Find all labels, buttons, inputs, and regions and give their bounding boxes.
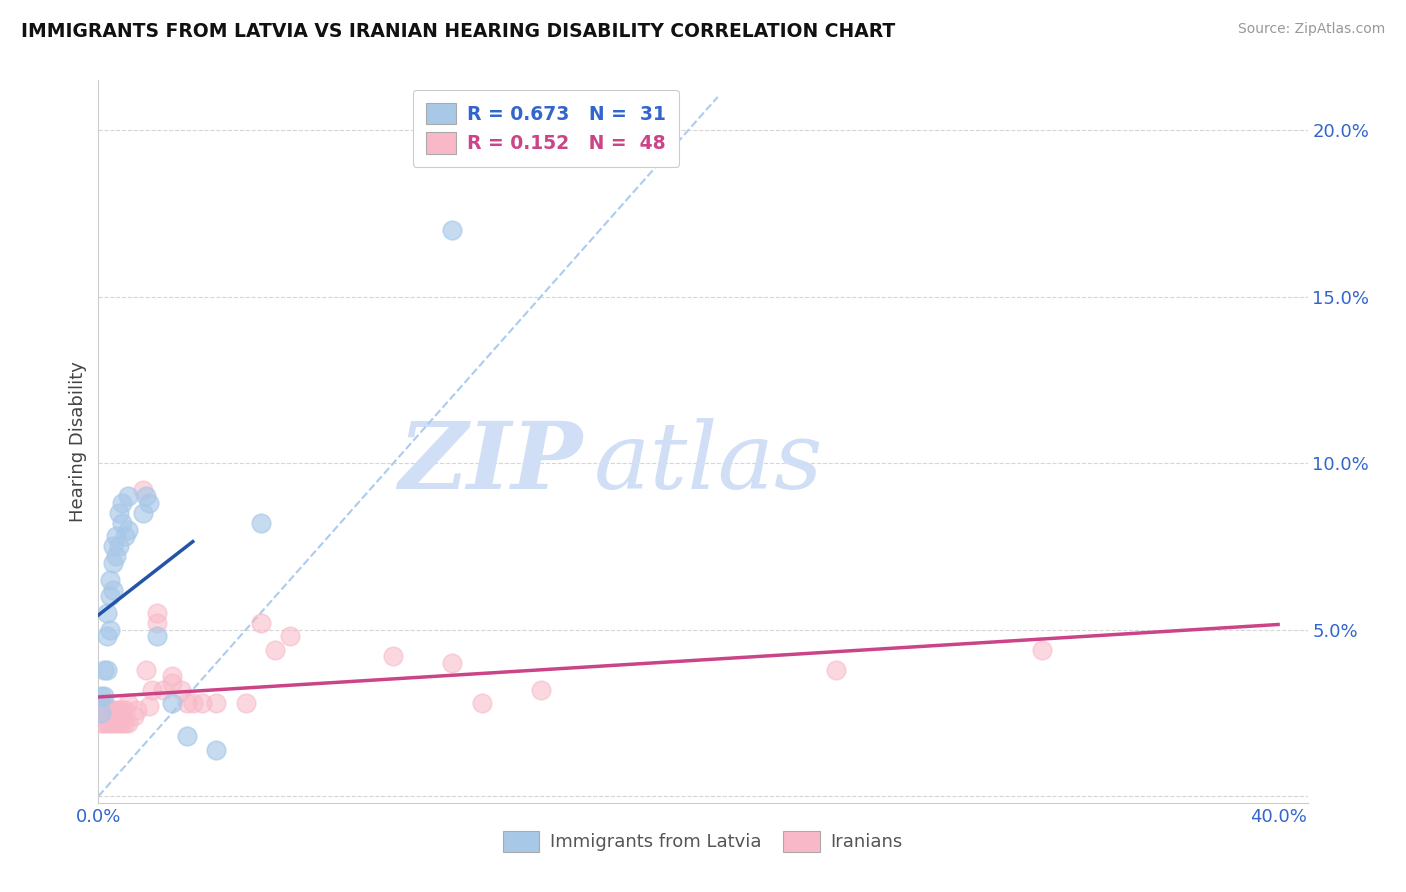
Point [111,496,134,510]
Point [141,682,163,697]
Point [117,523,139,537]
Point [114,715,136,730]
Point [98,573,121,587]
Point [138,496,160,510]
Point [98,702,121,716]
Text: atlas: atlas [595,418,824,508]
Point [382,649,405,664]
Point [90,715,112,730]
Point [96,663,118,677]
Point [90,690,112,704]
Legend: Immigrants from Latvia, Iranians: Immigrants from Latvia, Iranians [496,823,910,859]
Point [205,742,228,756]
Point [98,715,121,730]
Point [111,715,134,730]
Point [101,715,124,730]
Point [114,702,136,716]
Point [441,223,464,237]
Point [249,615,271,630]
Point [131,506,153,520]
Point [160,669,183,683]
Point [93,702,115,716]
Point [122,709,145,723]
Point [90,696,112,710]
Point [105,702,128,716]
Point [93,690,115,704]
Point [160,696,183,710]
Point [190,696,212,710]
Point [146,629,169,643]
Point [125,702,148,716]
Point [176,696,198,710]
Point [170,682,193,697]
Point [146,606,169,620]
Point [105,549,128,564]
Point [101,540,124,554]
Point [117,490,139,504]
Text: Source: ZipAtlas.com: Source: ZipAtlas.com [1237,22,1385,37]
Point [111,516,134,530]
Point [138,699,160,714]
Point [96,629,118,643]
Point [93,696,115,710]
Y-axis label: Hearing Disability: Hearing Disability [69,361,87,522]
Point [824,663,846,677]
Point [117,715,139,730]
Point [96,702,118,716]
Point [98,623,121,637]
Point [105,715,128,730]
Point [90,706,112,720]
Point [117,696,139,710]
Point [530,682,553,697]
Point [152,682,174,697]
Point [135,663,157,677]
Point [108,702,131,716]
Text: IMMIGRANTS FROM LATVIA VS IRANIAN HEARING DISABILITY CORRELATION CHART: IMMIGRANTS FROM LATVIA VS IRANIAN HEARIN… [21,22,896,41]
Point [111,702,134,716]
Point [101,556,124,570]
Point [135,490,157,504]
Text: ZIP: ZIP [398,418,582,508]
Point [205,696,228,710]
Point [264,642,287,657]
Point [176,729,198,743]
Point [105,529,128,543]
Point [96,715,118,730]
Point [101,702,124,716]
Point [108,540,131,554]
Point [101,582,124,597]
Point [90,702,112,716]
Point [98,590,121,604]
Point [160,676,183,690]
Point [441,656,464,670]
Point [1031,642,1053,657]
Point [278,629,301,643]
Point [181,696,204,710]
Point [249,516,271,530]
Point [146,615,169,630]
Point [114,529,136,543]
Point [235,696,257,710]
Point [93,663,115,677]
Point [96,606,118,620]
Point [108,506,131,520]
Point [93,715,115,730]
Point [108,715,131,730]
Point [131,483,153,497]
Point [471,696,494,710]
